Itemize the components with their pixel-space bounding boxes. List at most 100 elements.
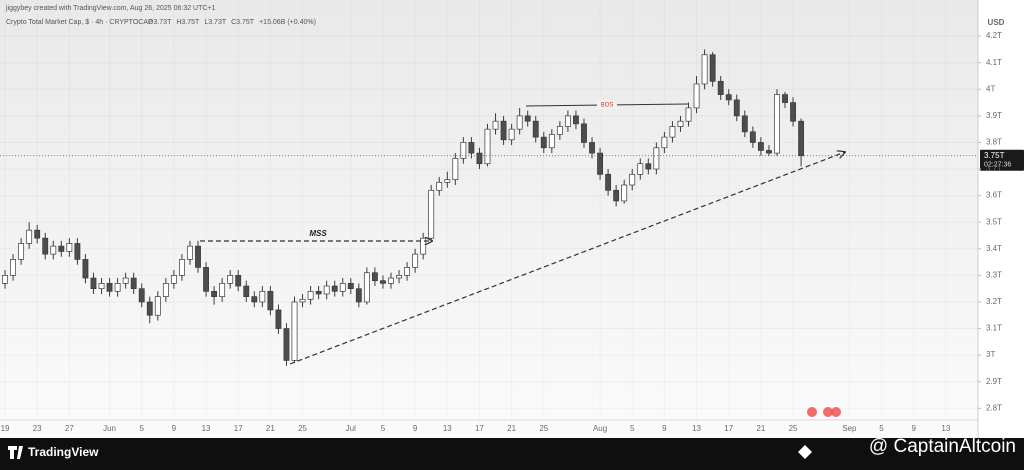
candle-body xyxy=(653,147,660,170)
y-tick-label: 3.6T xyxy=(986,191,1002,200)
candle-body xyxy=(2,275,8,284)
candle-body xyxy=(404,267,411,276)
candle-body xyxy=(669,126,676,138)
x-tick-label: 27 xyxy=(65,424,74,433)
candle-body xyxy=(170,275,177,284)
candle-body xyxy=(187,245,193,260)
candle-body xyxy=(412,253,419,268)
y-tick-label: 3.1T xyxy=(986,324,1002,333)
candle-body xyxy=(573,115,579,125)
candle-body xyxy=(701,54,708,85)
candle-body xyxy=(138,288,145,303)
candle-body xyxy=(34,229,41,239)
x-tick-label: 9 xyxy=(413,424,418,433)
candle-body xyxy=(380,280,386,284)
candle-body xyxy=(347,283,354,290)
candle-body xyxy=(154,296,161,316)
candle-body xyxy=(524,115,531,122)
x-tick-label: Aug xyxy=(593,424,607,433)
candle-body xyxy=(661,136,668,149)
candle-body xyxy=(259,290,266,303)
candle-body xyxy=(581,123,587,143)
candle-body xyxy=(26,229,33,244)
candle-body xyxy=(227,275,234,284)
x-tick-label: 25 xyxy=(298,424,307,433)
candle-body xyxy=(122,277,129,284)
candle-body xyxy=(741,115,748,133)
candle-body xyxy=(782,94,788,103)
x-tick-label: 9 xyxy=(172,424,177,433)
price-axis-background xyxy=(978,0,1024,438)
candle-body xyxy=(500,120,507,141)
candle-body xyxy=(82,259,89,279)
candle-body xyxy=(331,285,338,292)
x-tick-label: Jun xyxy=(103,424,116,433)
candle-body xyxy=(146,301,153,316)
mss-label: MSS xyxy=(309,229,327,238)
x-tick-label: 17 xyxy=(234,424,243,433)
candles xyxy=(2,49,805,366)
bos-label: BOS xyxy=(601,103,614,109)
candle-body xyxy=(50,245,57,255)
candle-body xyxy=(637,163,644,175)
x-tick-label: 25 xyxy=(789,424,798,433)
candle-body xyxy=(291,301,298,361)
candle-body xyxy=(468,142,475,154)
candle-body xyxy=(251,296,258,303)
x-tick-label: 13 xyxy=(692,424,701,433)
candle-body xyxy=(315,290,322,295)
event-icon xyxy=(823,407,833,417)
candle-body xyxy=(267,290,274,311)
candle-body xyxy=(420,237,427,255)
y-tick-label: 3.4T xyxy=(986,244,1002,253)
candle-body xyxy=(685,107,692,122)
candle-body xyxy=(428,189,435,239)
candle-body xyxy=(492,120,499,130)
y-tick-label: 3T xyxy=(986,350,995,359)
candle-body xyxy=(709,54,716,82)
event-icon xyxy=(807,407,817,417)
x-tick-label: Sep xyxy=(842,424,857,433)
x-tick-label: 9 xyxy=(662,424,667,433)
candle-body xyxy=(42,237,49,255)
y-tick-label: 2.9T xyxy=(986,377,1002,386)
candle-body xyxy=(774,94,780,154)
y-tick-label: 4.2T xyxy=(986,31,1002,40)
bos-label-bg xyxy=(597,100,617,109)
event-icon xyxy=(831,407,841,417)
candle-body xyxy=(355,288,362,303)
x-tick-label: 17 xyxy=(724,424,733,433)
candle-body xyxy=(677,120,684,127)
x-tick-label: 21 xyxy=(756,424,765,433)
x-tick-label: 5 xyxy=(139,424,144,433)
candle-body xyxy=(556,126,563,135)
y-tick-label: 3.2T xyxy=(986,297,1002,306)
candle-body xyxy=(339,283,346,292)
candle-body xyxy=(564,115,571,127)
candle-body xyxy=(363,272,370,303)
candle-body xyxy=(323,285,330,295)
unit-label: USD xyxy=(988,18,1005,27)
candle-body xyxy=(597,152,603,175)
y-tick-label: 3.9T xyxy=(986,111,1002,120)
trendline xyxy=(289,152,845,365)
y-tick-label: 2.8T xyxy=(986,403,1002,412)
footer-bar xyxy=(0,438,1024,470)
candle-body xyxy=(299,298,306,303)
y-tick-label: 3.7T xyxy=(986,164,1002,173)
candle-body xyxy=(10,259,16,276)
x-tick-label: 13 xyxy=(202,424,211,433)
x-tick-label: 21 xyxy=(507,424,516,433)
candle-body xyxy=(162,283,169,297)
y-tick-label: 3.3T xyxy=(986,270,1002,279)
x-tick-label: 5 xyxy=(879,424,884,433)
legend-value: H3.75T xyxy=(176,19,200,26)
candle-body xyxy=(58,245,65,252)
candle-body xyxy=(460,142,467,159)
candle-body xyxy=(548,134,555,149)
candle-body xyxy=(203,267,209,292)
x-tick-label: 17 xyxy=(475,424,484,433)
y-tick-label: 4.1T xyxy=(986,58,1002,67)
